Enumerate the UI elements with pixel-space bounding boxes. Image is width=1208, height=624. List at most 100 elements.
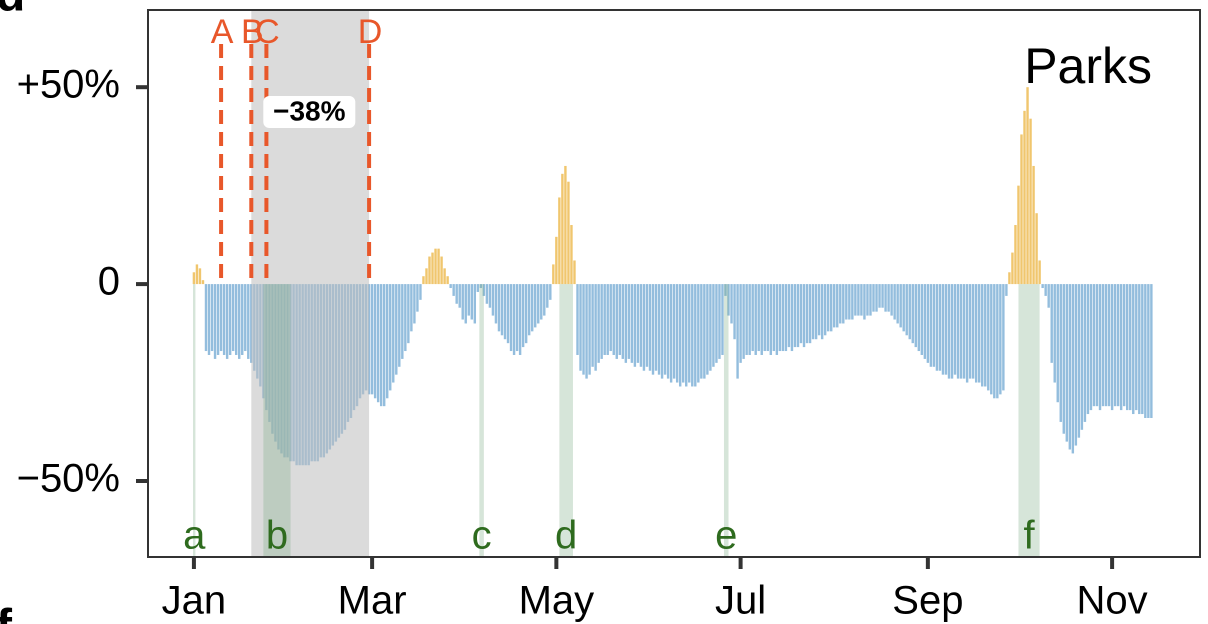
bar (851, 284, 854, 320)
bar (884, 284, 887, 312)
bar (1032, 165, 1035, 285)
bar (534, 284, 537, 328)
x-tick-label: May (519, 579, 595, 623)
bar (1041, 284, 1044, 289)
bar (802, 284, 806, 348)
bar (537, 284, 540, 324)
bar (570, 225, 573, 285)
bar (1002, 284, 1005, 391)
bar (1089, 284, 1093, 411)
bar (938, 284, 942, 371)
bar (645, 284, 649, 367)
bar (552, 264, 555, 285)
bar (654, 284, 658, 371)
bar (757, 284, 760, 352)
x-tick-label: Mar (338, 579, 407, 623)
bar (1020, 134, 1023, 285)
bar (663, 284, 667, 375)
bar (407, 284, 410, 344)
x-tick-label: Jan (162, 579, 227, 623)
bar (219, 284, 223, 352)
bar (582, 284, 585, 375)
bar (748, 284, 751, 355)
bar (739, 284, 742, 363)
bar (530, 284, 534, 332)
highlight-label: c (472, 514, 492, 558)
bar (875, 284, 878, 312)
bar (591, 284, 594, 367)
bar (1129, 284, 1132, 411)
bar (956, 284, 960, 379)
bar (990, 284, 993, 395)
bar (793, 284, 797, 348)
bar (506, 284, 510, 344)
bar (666, 284, 670, 379)
bar (1068, 284, 1072, 450)
bar (195, 264, 199, 285)
bar (820, 284, 824, 340)
bar (675, 284, 679, 383)
bar (842, 284, 845, 324)
bar (633, 284, 637, 367)
highlight (723, 284, 729, 557)
bar (603, 284, 606, 355)
bar (379, 284, 383, 407)
bar (733, 284, 736, 340)
bar (615, 284, 618, 359)
bar (953, 284, 957, 375)
bar (464, 284, 467, 324)
bar (830, 284, 833, 332)
bar (694, 284, 697, 387)
bar (996, 284, 999, 399)
highlight-label: a (183, 514, 206, 558)
bar (669, 284, 673, 383)
bar (370, 284, 374, 395)
highlight-label: f (1023, 514, 1035, 558)
bar (452, 284, 455, 296)
bar (497, 284, 501, 332)
bar (845, 284, 848, 320)
bar (911, 284, 914, 344)
bar (974, 284, 978, 383)
bar (1150, 284, 1153, 418)
bar (965, 284, 969, 383)
panel-label: d (0, 0, 25, 22)
bar (1083, 284, 1087, 422)
bar (609, 284, 612, 352)
bar (926, 284, 930, 363)
bar (561, 173, 564, 285)
bar (781, 284, 785, 352)
bar (642, 284, 646, 371)
bar (416, 284, 419, 312)
bar (386, 284, 389, 399)
bar (437, 248, 440, 285)
bar (968, 284, 972, 379)
bar (941, 284, 945, 375)
bar (567, 181, 570, 285)
bar (863, 284, 866, 320)
bar (606, 284, 609, 355)
bar (682, 284, 685, 383)
bar (678, 284, 682, 387)
bar (1141, 284, 1144, 415)
highlight (1018, 284, 1040, 557)
bar (579, 284, 582, 371)
bar (204, 284, 208, 352)
bar (521, 284, 525, 348)
bar (881, 284, 884, 308)
bar (376, 284, 380, 403)
bar (449, 284, 452, 289)
bar (745, 284, 748, 355)
bar (1044, 284, 1047, 296)
bar (1122, 284, 1126, 407)
bar (543, 284, 546, 316)
bar (706, 284, 709, 375)
bar (612, 284, 615, 355)
bar (902, 284, 905, 332)
bar (935, 284, 939, 371)
bar (1038, 260, 1041, 285)
bar (984, 284, 987, 387)
bar (470, 284, 473, 320)
bar (509, 284, 513, 352)
